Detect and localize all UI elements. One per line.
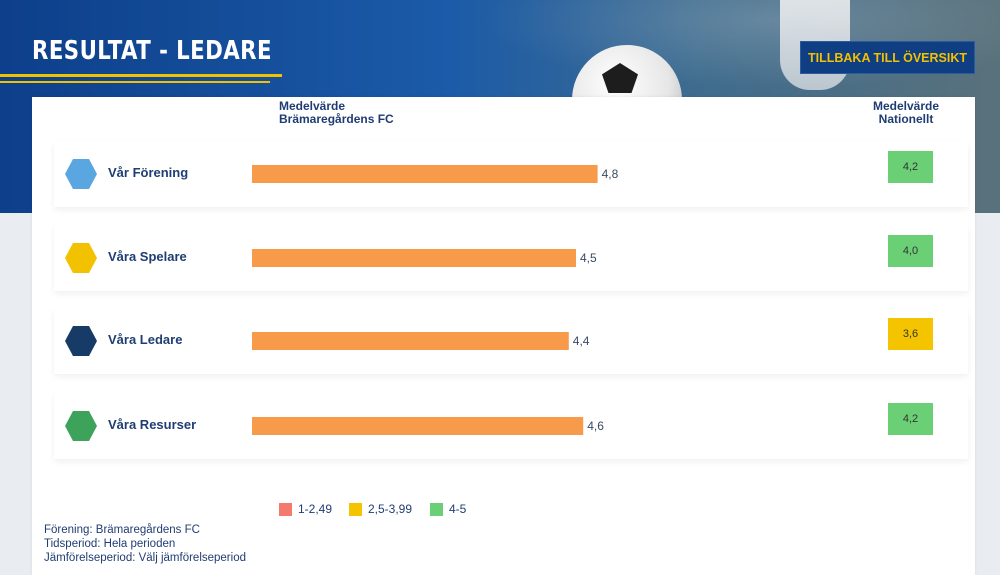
legend-swatch-low [279,502,292,516]
row-label: Våra Ledare [108,332,183,347]
national-average-header: Medelvärde Nationellt [873,100,939,126]
back-to-overview-button[interactable]: TILLBAKA TILL ÖVERSIKT [800,41,975,74]
legend-item-mid: 2,5-3,99 [349,502,412,516]
legend-label-low: 1-2,49 [298,502,333,516]
national-average-header-line1: Medelvärde [873,99,940,113]
title-underline-bottom [0,81,270,83]
row-label: Vår Förening [108,165,189,180]
national-score-badge: 3,6 [888,318,933,350]
legend-item-high: 4-5 [430,502,466,516]
footer-period: Tidsperiod: Hela perioden [44,538,176,550]
resources-icon [65,410,97,442]
page-title: RESULTAT - LEDARE [32,36,272,66]
row-label: Våra Spelare [108,249,187,264]
legend-swatch-high [430,502,443,516]
national-score-badge: 4,2 [888,151,933,183]
national-score-badge: 4,2 [888,403,933,435]
club-average-header-line1: Medelvärde [279,99,346,113]
row-label: Våra Resurser [108,417,197,432]
footer-comparison: Jämförelseperiod: Välj jämförelseperiod [44,552,246,564]
title-underline-top [0,74,282,77]
club-icon [65,158,97,190]
club-average-header-line2: Brämaregårdens FC [279,112,394,126]
legend-item-low: 1-2,49 [279,502,332,516]
result-row-forening: Vår Förening 4,2 [54,141,968,207]
legend-swatch-mid [349,502,362,516]
legend-label-mid: 2,5-3,99 [368,502,413,516]
result-row-spelare: Våra Spelare 4,0 [54,225,968,291]
club-average-header: Medelvärde Brämaregårdens FC [279,100,394,126]
national-score-badge: 4,0 [888,235,933,267]
result-row-resurser: Våra Resurser 4,2 [54,393,968,459]
national-average-header-line2: Nationellt [878,112,934,126]
legend-label-high: 4-5 [449,502,467,516]
players-icon [65,242,97,274]
footer-club: Förening: Brämaregårdens FC [44,524,200,536]
result-row-ledare: Våra Ledare 3,6 [54,308,968,374]
leaders-icon [65,325,97,357]
